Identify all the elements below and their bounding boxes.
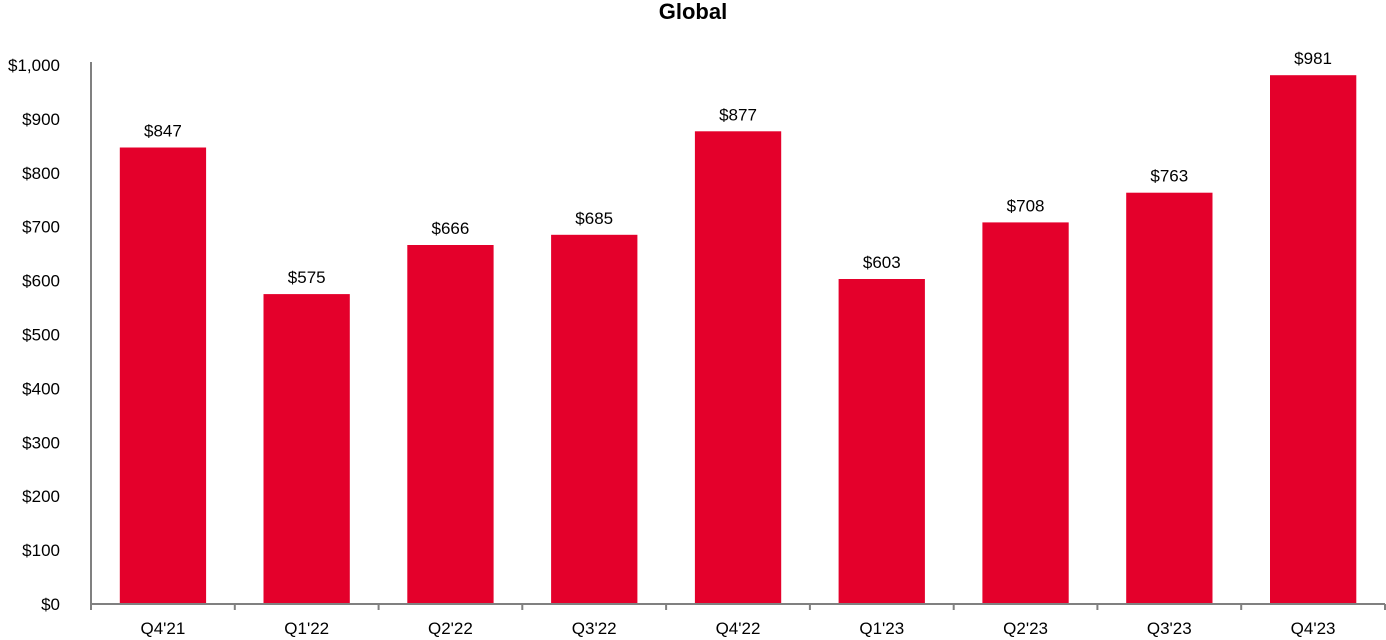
y-tick-label: $200 [22,487,60,506]
data-label: $981 [1294,49,1332,68]
bar-q122 [263,294,350,604]
x-tick-label: Q4'23 [1291,619,1336,638]
data-label: $575 [288,268,326,287]
x-axis: Q4'21 Q1'22 Q2'22 Q3'22 Q4'22 Q1'23 Q2'23 Q3'23… [90,603,1386,638]
bar-q123 [838,279,925,604]
x-tick-label: Q1'22 [284,619,329,638]
y-tick-label: $900 [22,110,60,129]
y-tick-label: $400 [22,379,60,398]
data-label: $763 [1150,167,1188,186]
bar-q222 [407,245,494,604]
x-tick-label: Q3'23 [1147,619,1192,638]
x-tick-label: Q4'21 [140,619,185,638]
y-tick-label: $0 [41,595,60,614]
data-label: $877 [719,105,757,124]
bar-q422 [694,131,782,605]
data-labels-group: $847 $575 $666 $685 $877 $603 $708 $763 $981 [144,49,1332,287]
data-label: $847 [144,122,182,141]
bar-q423 [1270,75,1357,604]
y-tick-label: $300 [22,433,60,452]
y-tick-label: $100 [22,541,60,560]
bars-group [119,75,1357,605]
data-label: $708 [1007,196,1045,215]
x-tick-label: Q1'23 [859,619,904,638]
x-tick-label: Q2'22 [428,619,473,638]
x-tick-label: Q4'22 [716,619,761,638]
bar-q223 [982,222,1069,604]
x-tick-label: Q2'23 [1003,619,1048,638]
bar-q421 [119,147,207,604]
data-label: $666 [431,219,469,238]
y-axis: $0 $100 $200 $300 $400 $500 $600 $700 $800 $900 $1… [8,56,92,614]
y-tick-label: $1,000 [8,56,60,75]
x-tick-label: Q3'22 [572,619,617,638]
y-tick-label: $700 [22,218,60,237]
y-tick-label: $800 [22,164,60,183]
data-label: $685 [575,209,613,228]
bar-q322 [551,234,638,605]
chart-title: Global [658,0,728,24]
y-tick-label: $500 [22,326,60,345]
data-label: $603 [863,253,901,272]
bar-q323 [1126,192,1213,604]
y-tick-label: $600 [22,272,60,291]
